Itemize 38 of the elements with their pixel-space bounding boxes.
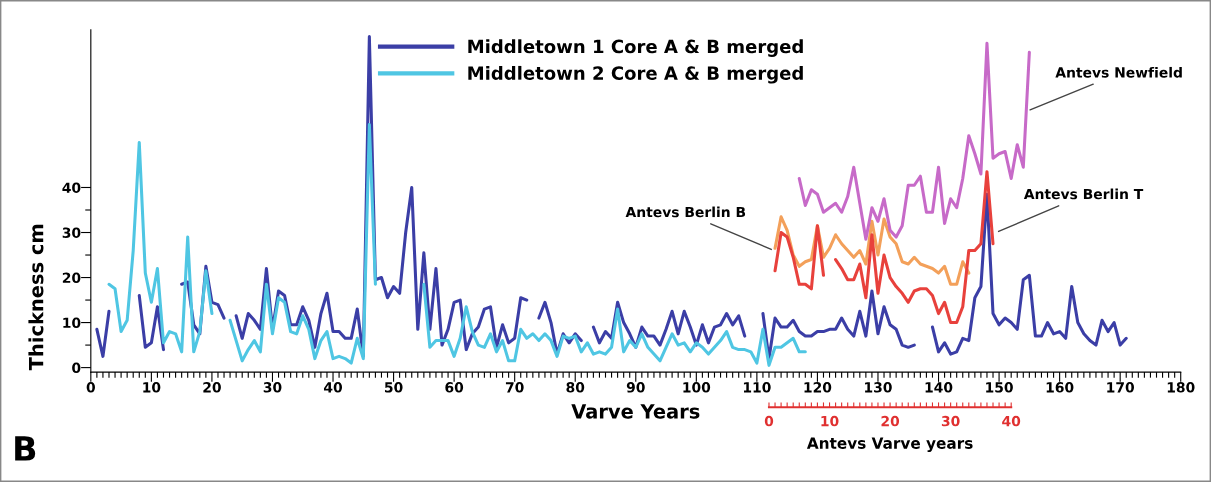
- x-tick-label: 120: [804, 382, 832, 393]
- x-tick-label: 100: [683, 382, 711, 393]
- x-tick-label: 150: [986, 382, 1013, 393]
- x-tick-label: 20: [203, 382, 221, 393]
- y-axis-title: Thickness cm: [28, 224, 44, 371]
- y-tick-label: 40: [62, 182, 81, 193]
- x-tick-label: 80: [566, 382, 585, 393]
- x2-axis-title: Antevs Varve years: [806, 437, 973, 452]
- x-tick-label: 0: [86, 382, 95, 393]
- x-tick-label: 50: [384, 382, 403, 393]
- x-tick-label: 160: [1046, 382, 1074, 393]
- annotation: Antevs Newfield: [1055, 66, 1182, 78]
- x-tick-label: 40: [323, 382, 343, 393]
- x-tick-label: 90: [626, 382, 645, 393]
- x-tick-label: 110: [743, 382, 771, 393]
- x-tick-label: 70: [505, 382, 524, 393]
- x2-tick-label: 10: [821, 415, 839, 427]
- text: B: [15, 436, 36, 461]
- legend-label: Middletown 2 Core A & B merged: [468, 65, 803, 84]
- x-tick-label: 10: [143, 382, 161, 393]
- annotation: Antevs Berlin B: [625, 206, 746, 218]
- y-tick-label: 0: [72, 362, 81, 374]
- x-tick-label: 140: [925, 382, 953, 393]
- x2-tick-label: 30: [941, 415, 960, 427]
- x-tick-label: 30: [263, 382, 282, 393]
- x-tick-label: 180: [1167, 382, 1195, 393]
- legend-label: Middletown 1 Core A & B merged: [468, 39, 803, 57]
- x2-tick-label: 40: [1002, 415, 1021, 427]
- y-tick-label: 30: [62, 227, 81, 238]
- x2-tick-label: 20: [881, 415, 900, 427]
- y-tick-label: 10: [63, 317, 81, 329]
- x-tick-label: 170: [1107, 382, 1135, 393]
- x2-tick-label: 0: [764, 415, 774, 427]
- y-tick-label: 20: [62, 272, 81, 284]
- x-tick-label: 60: [445, 382, 464, 393]
- annotation: Antevs Berlin T: [1023, 188, 1144, 200]
- x-tick-label: 130: [865, 382, 892, 393]
- x-axis-title: Varve Years: [571, 404, 700, 419]
